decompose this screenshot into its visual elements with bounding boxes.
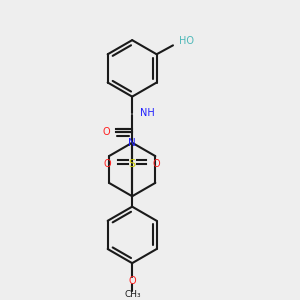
Text: S: S xyxy=(129,158,136,169)
Text: O: O xyxy=(104,158,111,169)
Text: N: N xyxy=(128,138,136,148)
Text: CH₃: CH₃ xyxy=(124,290,141,299)
Text: O: O xyxy=(102,127,110,137)
Text: HO: HO xyxy=(179,36,194,46)
Text: O: O xyxy=(128,276,136,286)
Text: NH: NH xyxy=(140,108,154,118)
Text: O: O xyxy=(153,158,160,169)
